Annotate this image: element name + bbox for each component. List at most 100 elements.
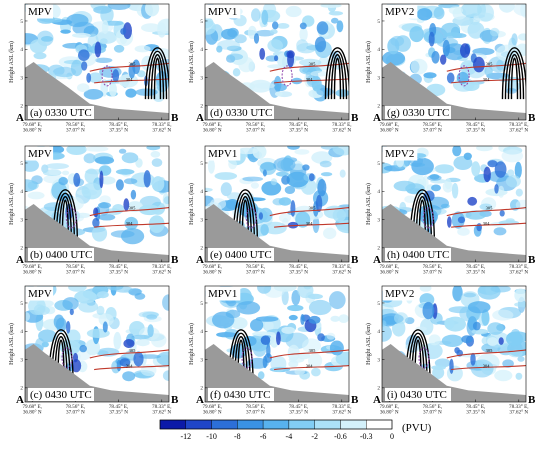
y-tick-label: 5 [200, 19, 203, 25]
contour-label-305: 305 [309, 206, 317, 211]
mpv-shade [332, 146, 349, 156]
panel-label-bg [28, 388, 94, 401]
mpv-shade [507, 169, 515, 177]
panel-label: (c) 0430 UTC [30, 389, 92, 401]
mpv-shade [77, 83, 90, 93]
contour-label-305: 305 [309, 348, 317, 353]
mpv-shade [214, 172, 238, 180]
colorbar: -12 -10 -8 -6 -4 -2 -0.6 -0.3 0 (PVU) [159, 419, 432, 441]
w-contour [324, 47, 349, 100]
mpv-shade [446, 365, 463, 382]
mpv-core [276, 331, 281, 346]
mpv-shade [146, 314, 158, 320]
x-tick-label-lat: 36.80° N [203, 127, 222, 134]
dashed-contour [458, 65, 470, 87]
mpv-shade [267, 39, 283, 52]
mpv-core [81, 61, 88, 71]
x-tick-label-lon: 79.68° E, [202, 263, 222, 270]
mpv-core [476, 223, 482, 232]
mpv-shade [462, 80, 480, 91]
mpv-shade [457, 227, 470, 236]
mpv-shade [427, 174, 442, 181]
endpoint-a: A [373, 112, 381, 124]
y-tick-label: 4 [200, 329, 203, 335]
mpv-shade [96, 305, 105, 316]
contour-label-304: 304 [126, 77, 134, 82]
mpv-core [483, 166, 491, 183]
mpv-shade [465, 210, 486, 220]
mpv-core [449, 358, 454, 374]
x-tick-label-lon: 79.68° E, [22, 263, 42, 270]
x-tick-label-lon: 78.56° E, [66, 263, 86, 270]
mpv-shade [336, 20, 344, 33]
contour-label-304: 304 [126, 364, 134, 369]
mpv-shade [227, 27, 239, 38]
contour-label-304: 304 [306, 364, 314, 369]
panel-mpv-2: 305 304 2 3 4 5 Height ASL (km) 79.68° E,36.80°… [8, 285, 179, 416]
mpv-shade [99, 195, 111, 205]
mpv-shade [93, 6, 112, 14]
endpoint-b: B [171, 394, 179, 406]
mpv-field: 305 304 [382, 286, 526, 402]
mpv-shade [68, 286, 87, 292]
x-tick-label-lon: 79.68° E, [22, 403, 42, 410]
y-axis-label: Height ASL (km) [8, 41, 15, 83]
mpv-core [302, 164, 310, 171]
mpv-core [128, 63, 136, 79]
theta-line-305 [89, 207, 169, 217]
y-tick-label: 3 [200, 75, 203, 81]
mpv-shade [115, 168, 135, 175]
mpv-shade [270, 355, 287, 372]
mpv-core [454, 347, 460, 354]
y-tick-label: 2 [377, 246, 380, 252]
mpv-core [447, 216, 452, 228]
x-tick-label-lat: 37.35° N [109, 269, 128, 276]
w-contour [333, 57, 342, 100]
mpv-shade [295, 211, 311, 228]
mpv-shade [470, 359, 494, 378]
mpv-core [473, 56, 485, 73]
w-contour [504, 50, 525, 100]
mpv-shade [105, 286, 124, 291]
mpv-shade [515, 188, 523, 197]
theta-line-305 [89, 349, 169, 359]
plot-frame [381, 3, 527, 121]
mpv-field: 305 304 [205, 146, 349, 262]
mpv-shade [254, 82, 276, 89]
mpv-shade [113, 44, 125, 53]
mpv-shade [493, 227, 507, 236]
contour-label-304: 304 [126, 221, 134, 226]
mpv-shade [99, 38, 108, 45]
mpv-core [274, 55, 279, 62]
y-axis-label: Height ASL (km) [188, 41, 195, 83]
mpv-core [133, 351, 144, 367]
endpoint-b: B [528, 254, 536, 266]
y-axis-label: Height ASL (km) [188, 323, 195, 365]
mpv-shade [296, 39, 309, 52]
mpv-shade [94, 156, 115, 165]
panel-mpv1-2: 305 304 2 3 4 5 Height ASL (km) 79.68° E,36.80°… [188, 285, 359, 416]
x-tick-label-lon: 78.45° E, [289, 263, 309, 270]
colorbar-swatch [262, 419, 290, 430]
mpv-shade [242, 336, 257, 347]
y-tick-label: 4 [377, 47, 380, 53]
mpv-shade [88, 72, 103, 83]
colorbar-tick: 0 [390, 432, 394, 441]
mpv-shade [331, 17, 339, 24]
x-tick-label-lat: 37.35° N [466, 127, 485, 134]
mpv-shade [511, 33, 518, 46]
mpv-core [102, 321, 108, 333]
mpv-shade [392, 320, 406, 337]
mpv-core [316, 21, 329, 35]
y-axis-label: Height ASL (km) [188, 183, 195, 225]
mpv-shade [441, 22, 461, 37]
theta-line-304 [274, 222, 349, 228]
x-tick-label-lat: 36.80° N [380, 127, 399, 134]
panel-label-bg [28, 248, 94, 261]
mpv-shade [281, 326, 296, 334]
mpv-core [272, 21, 279, 30]
mpv-shade [311, 76, 322, 92]
mpv-shade [252, 341, 267, 357]
y-tick-label: 5 [20, 19, 23, 25]
mpv-shade [476, 146, 493, 152]
